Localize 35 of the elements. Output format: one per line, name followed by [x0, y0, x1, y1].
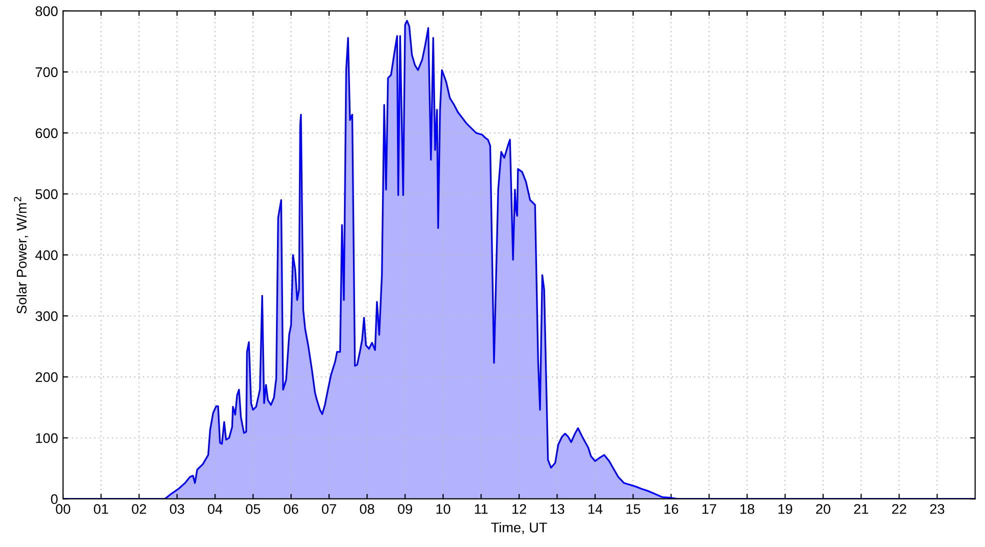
- x-tick-label: 13: [550, 504, 564, 514]
- x-tick-label: 01: [94, 504, 108, 514]
- x-tick-label: 15: [626, 504, 640, 514]
- x-tick-label: 06: [284, 504, 298, 514]
- x-tick-label: 05: [246, 504, 260, 514]
- x-tick-label: 18: [740, 504, 754, 514]
- x-tick-label: 03: [170, 504, 184, 514]
- x-tick-label: 09: [398, 504, 412, 514]
- x-tick-label: 16: [664, 504, 678, 514]
- x-tick-label: 12: [512, 504, 526, 514]
- y-axis-title: Solar Power, W/m$^{2}$: [14, 196, 28, 314]
- y-tick-label: 700: [36, 67, 58, 78]
- y-tick-label: 800: [36, 6, 58, 16]
- y-tick-label: 100: [36, 433, 58, 444]
- x-tick-label: 14: [588, 504, 602, 514]
- y-tick-label: 300: [36, 311, 58, 322]
- x-axis-title: Time, UT: [491, 522, 548, 534]
- x-tick-label: 00: [56, 504, 70, 514]
- x-tick-label: 21: [854, 504, 868, 514]
- x-tick-label: 22: [892, 504, 906, 514]
- y-tick-label: 500: [36, 189, 58, 200]
- x-tick-label: 02: [132, 504, 146, 514]
- x-tick-label: 04: [208, 504, 222, 514]
- x-tick-label: 10: [436, 504, 450, 514]
- x-tick-label: 11: [474, 504, 488, 514]
- y-tick-label: 200: [36, 372, 58, 382]
- x-tick-label: 20: [816, 504, 830, 514]
- y-tick-label: 600: [36, 128, 58, 138]
- x-tick-label: 17: [702, 504, 716, 514]
- x-tick-label: 08: [360, 504, 374, 514]
- x-tick-label: 07: [322, 504, 336, 514]
- x-tick-label: 19: [778, 504, 792, 514]
- y-tick-label: 0: [51, 494, 58, 504]
- x-tick-label: 23: [930, 504, 944, 514]
- y-tick-label: 400: [35, 250, 58, 260]
